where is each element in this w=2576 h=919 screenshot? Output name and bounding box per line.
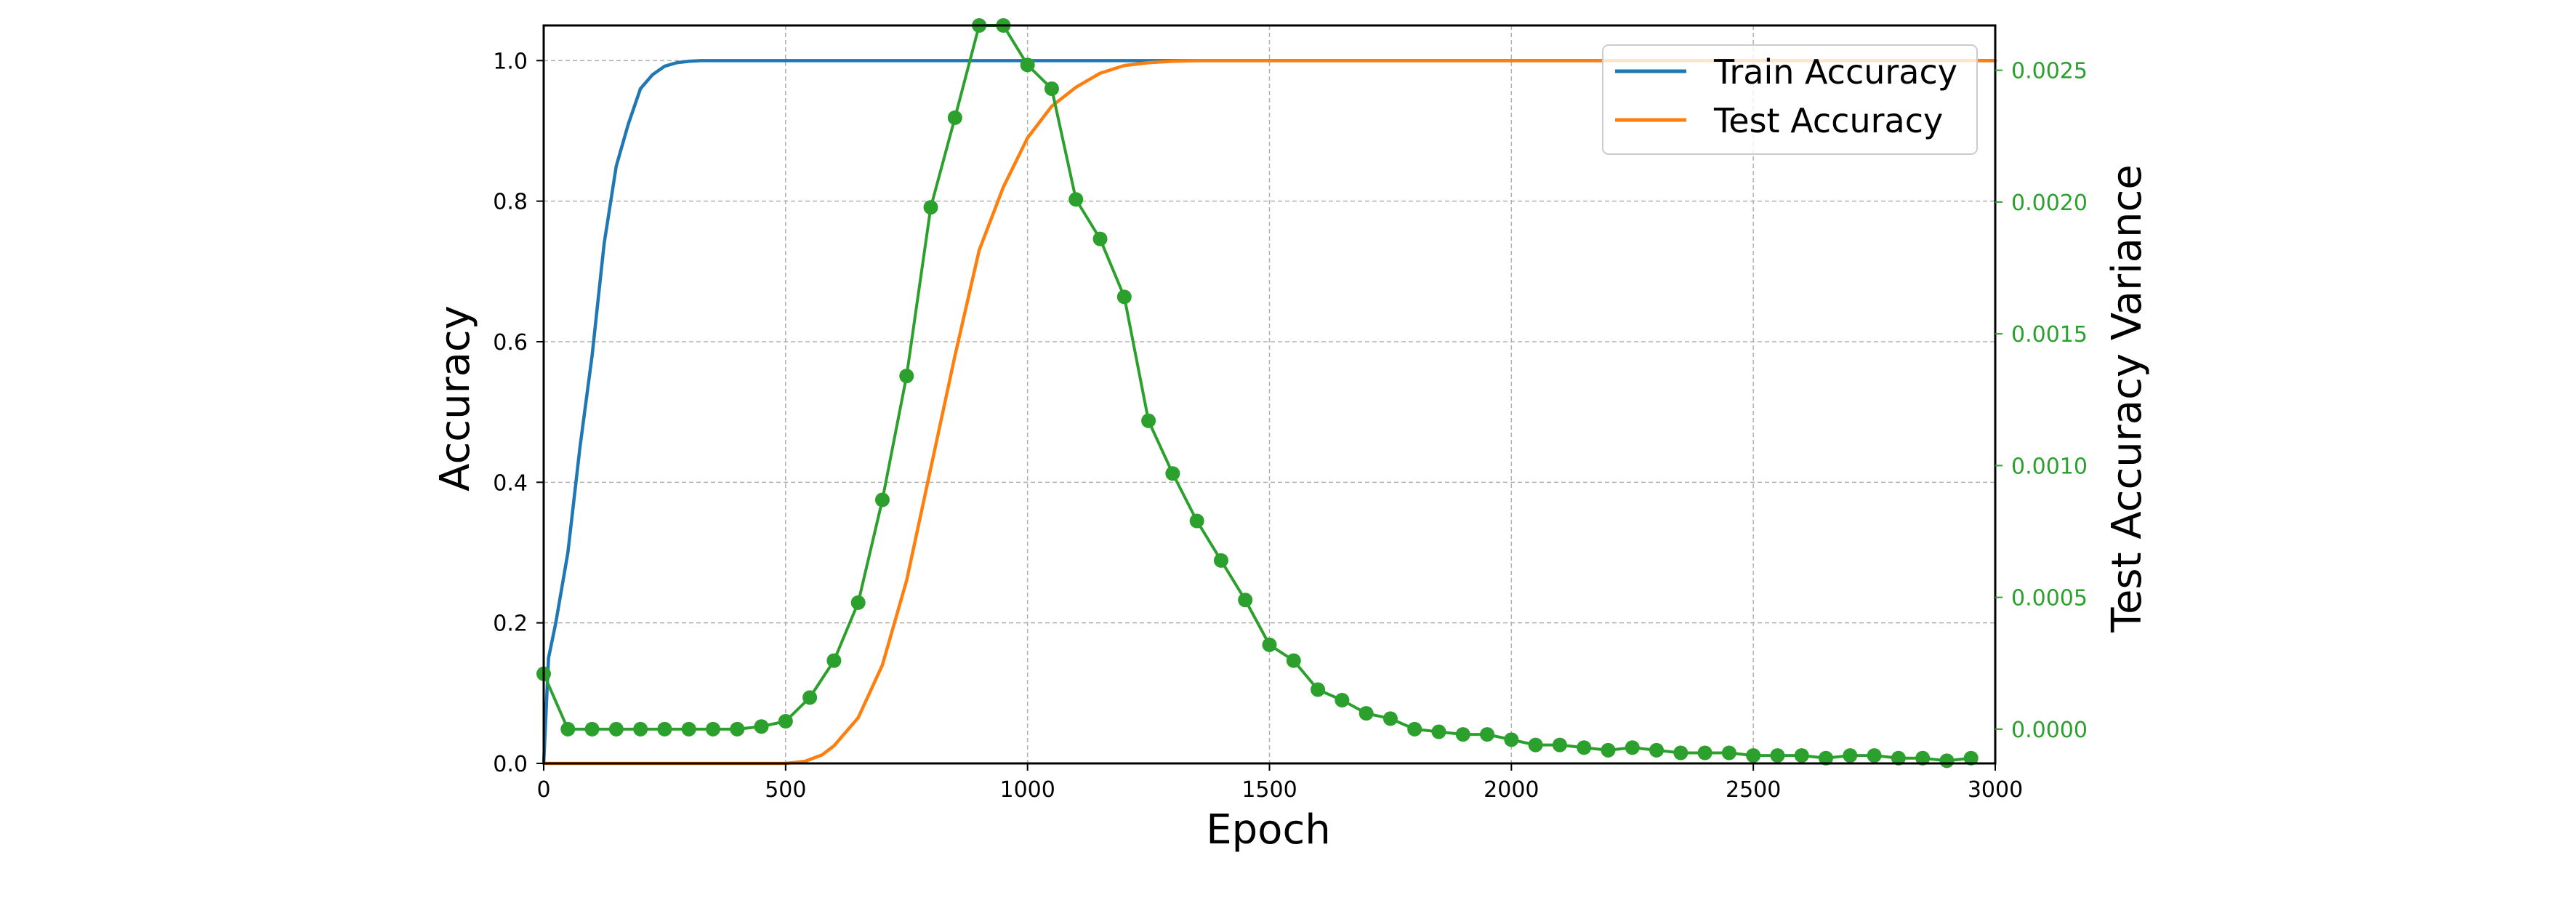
axis-layer: 0 500 1000 1500 2000 2500 3000 0.0 0.2 0.4 0.6 0.8 1… <box>493 49 2088 803</box>
variance-point <box>1504 732 1519 747</box>
y-axis-label: Accuracy <box>432 305 479 491</box>
y-tick-label: 0.4 <box>493 470 528 496</box>
y-tick-label: 0.0 <box>493 752 528 777</box>
legend: Train Accuracy Test Accuracy <box>1602 44 1978 155</box>
variance-point <box>1068 192 1084 207</box>
legend-label-test: Test Accuracy <box>1713 101 1943 140</box>
variance-point <box>1697 745 1712 761</box>
y-tick-label: 0.8 <box>493 190 528 215</box>
x-tick-label: 500 <box>765 777 806 803</box>
variance-point <box>826 653 842 668</box>
variance-point <box>1455 727 1470 742</box>
variance-point <box>802 690 818 705</box>
variance-point <box>1359 706 1374 721</box>
variance-point <box>1141 413 1156 428</box>
variance-point <box>705 721 720 737</box>
y-axis-right-label: Test Accuracy Variance <box>2104 164 2151 633</box>
x-tick-label: 2500 <box>1726 777 1781 803</box>
x-tick-label: 2000 <box>1484 777 1539 803</box>
variance-point <box>1407 721 1422 737</box>
y-right-tick-label: 0.0005 <box>2011 586 2088 611</box>
variance-point <box>1891 750 1906 766</box>
variance-point <box>1480 727 1495 742</box>
x-tick-label: 0 <box>536 777 550 803</box>
variance-point <box>1286 653 1301 668</box>
variance-point <box>1867 748 1882 763</box>
variance-point <box>874 492 890 507</box>
variance-point <box>947 110 962 125</box>
variance-point <box>681 721 696 737</box>
x-tick-label: 1500 <box>1241 777 1297 803</box>
variance-point <box>778 714 793 729</box>
variance-point <box>1528 737 1543 753</box>
test-accuracy-line <box>542 59 1997 766</box>
variance-point <box>899 369 914 384</box>
x-tick-label: 1000 <box>999 777 1055 803</box>
variance-point <box>1431 724 1446 739</box>
variance-point <box>1673 745 1689 761</box>
y-right-tick-label: 0.0025 <box>2011 59 2088 84</box>
variance-point <box>730 721 745 737</box>
variance-point <box>1770 748 1785 763</box>
variance-point <box>584 721 600 737</box>
variance-point <box>1625 740 1640 755</box>
variance-point <box>754 719 769 734</box>
y-tick-label: 0.2 <box>493 611 528 637</box>
y-right-tick-label: 0.0015 <box>2011 322 2088 348</box>
variance-point <box>923 200 938 215</box>
variance-point <box>1262 637 1277 652</box>
variance-point <box>1601 742 1616 758</box>
legend-box <box>1602 44 1978 155</box>
y-right-tick-label: 0.0020 <box>2011 190 2088 216</box>
variance-point <box>1335 693 1350 707</box>
variance-point <box>1311 682 1326 697</box>
variance-point <box>657 721 672 737</box>
variance-point <box>1843 748 1858 763</box>
variance-point <box>1721 745 1736 761</box>
variance-point <box>1092 231 1108 246</box>
y-tick-label: 0.6 <box>493 330 528 356</box>
variance-point <box>1746 748 1761 763</box>
variance-point <box>1165 466 1180 481</box>
variance-point <box>1116 289 1132 305</box>
variance-point <box>1819 750 1834 766</box>
variance-point <box>608 721 624 737</box>
y-right-tick-label: 0.0010 <box>2011 454 2088 479</box>
variance-point <box>1915 750 1931 766</box>
variance-point <box>1238 593 1253 608</box>
variance-point <box>1382 711 1398 726</box>
variance-point <box>1939 753 1955 768</box>
y-tick-label: 1.0 <box>493 49 528 74</box>
variance-point <box>1552 737 1567 753</box>
y-right-tick-label: 0.0000 <box>2011 718 2088 743</box>
variance-point <box>633 721 648 737</box>
series-layer <box>536 18 1997 768</box>
variance-point <box>850 595 866 610</box>
legend-label-train: Train Accuracy <box>1713 52 1957 92</box>
variance-point <box>1649 742 1665 758</box>
x-tick-label: 3000 <box>1968 777 2023 803</box>
variance-point <box>1577 740 1592 755</box>
variance-point <box>1794 748 1809 763</box>
train-accuracy-line <box>542 59 1997 766</box>
variance-point <box>1044 81 1059 96</box>
variance-point <box>1963 750 1979 766</box>
variance-point <box>560 721 576 737</box>
variance-point <box>1213 553 1228 568</box>
variance-point <box>1020 57 1035 73</box>
variance-point <box>1189 513 1204 529</box>
x-axis-label: Epoch <box>1206 806 1330 854</box>
